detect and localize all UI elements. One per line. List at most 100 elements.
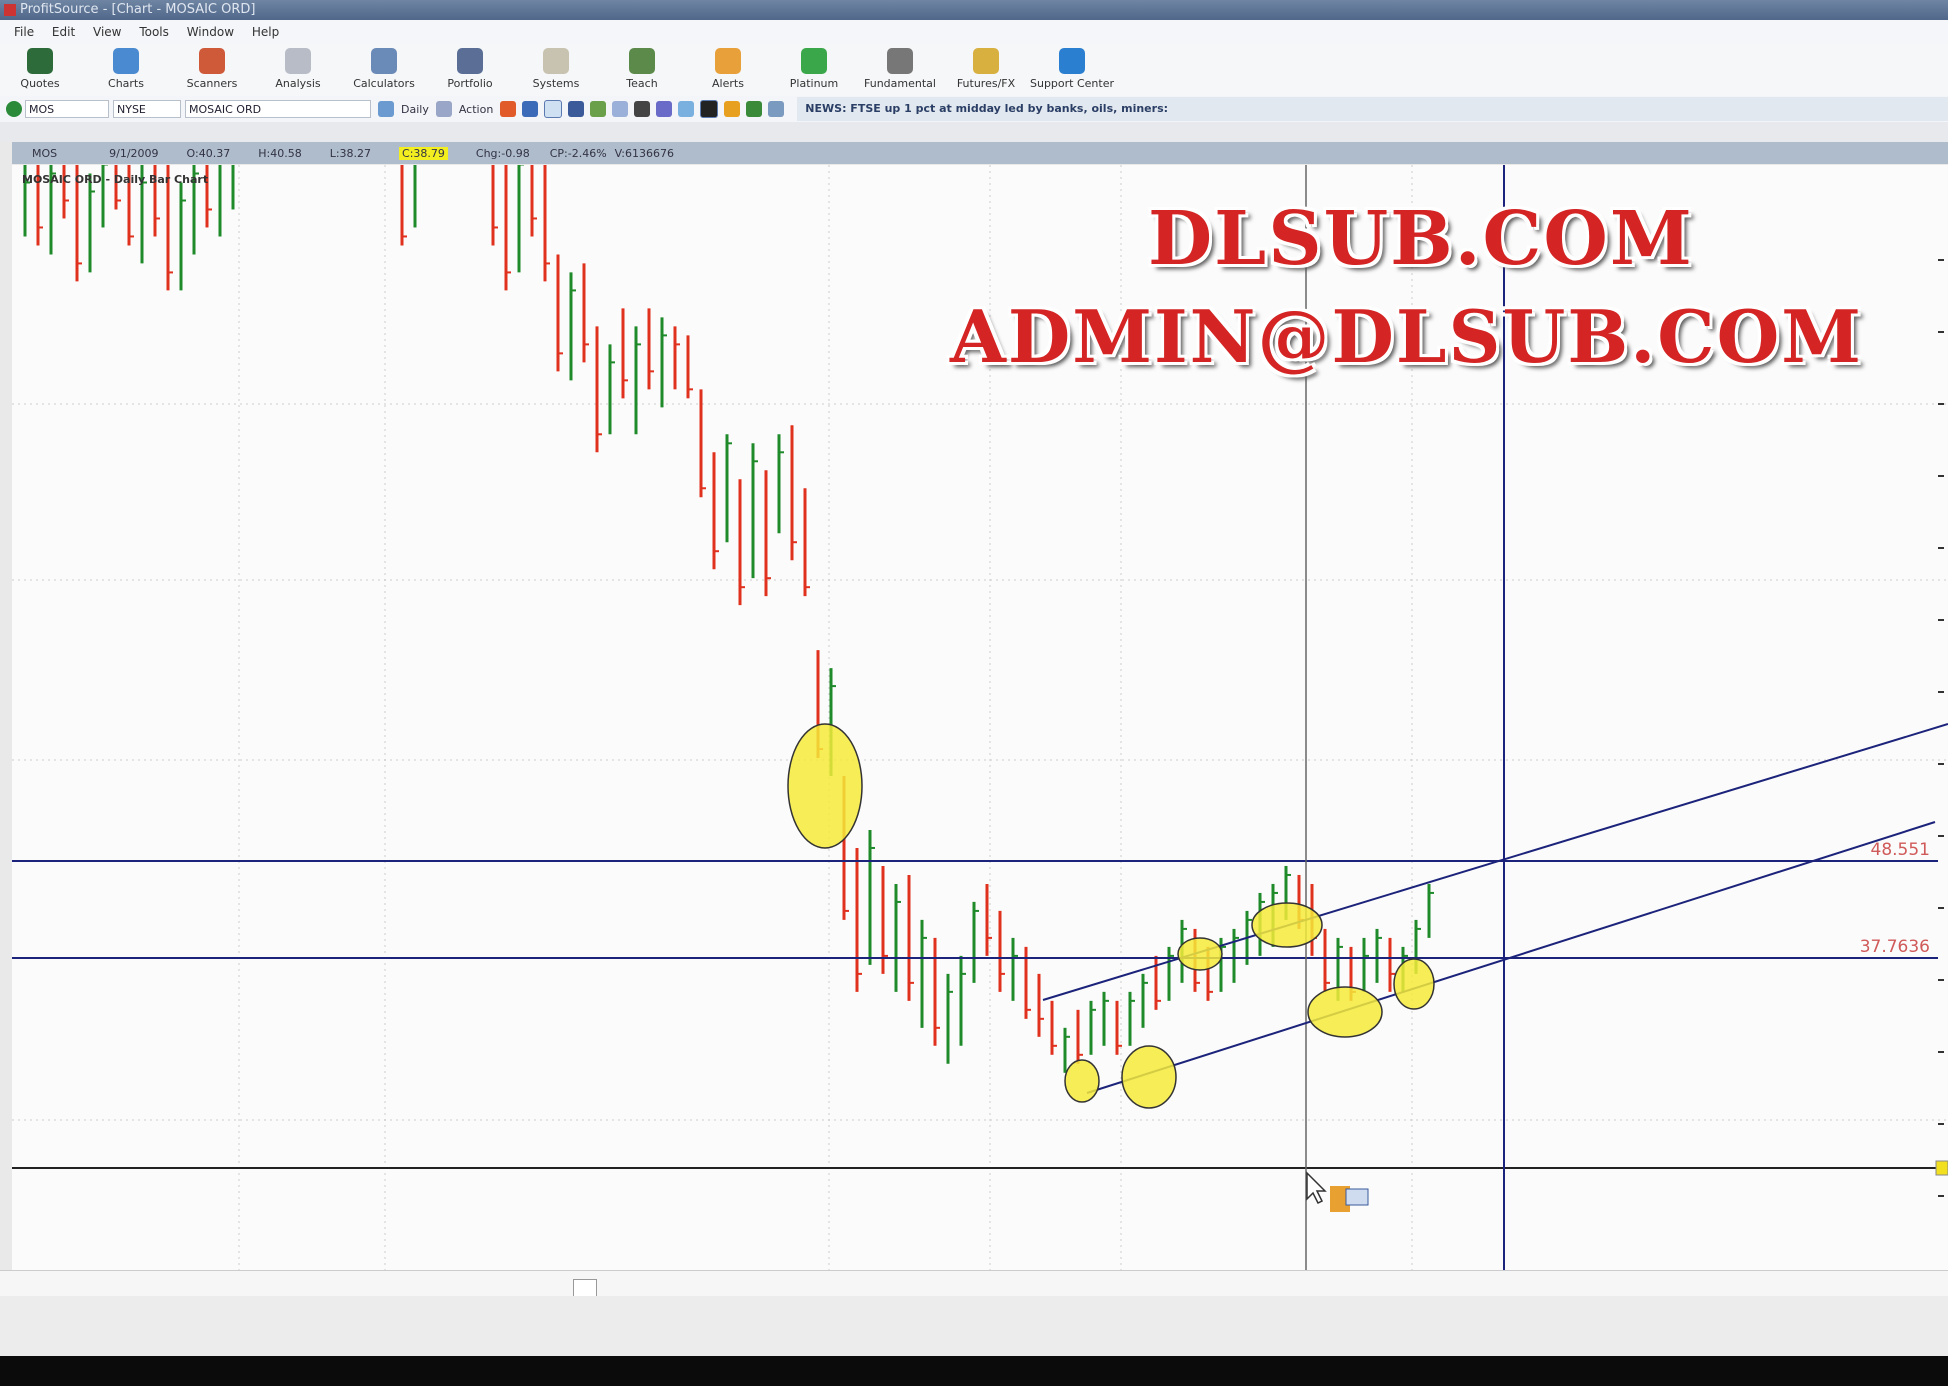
toolbar-portfolio-button[interactable]: Portfolio <box>436 44 504 96</box>
globe-icon[interactable] <box>590 101 607 117</box>
price-bar <box>907 874 914 1001</box>
toolbar-support-center-button[interactable]: Support Center <box>1030 44 1114 96</box>
toolbar-fundamental-button[interactable]: Fundamental <box>864 44 936 96</box>
alerts-icon <box>715 48 741 74</box>
chart-icon[interactable] <box>656 101 673 117</box>
price-bar <box>855 847 862 992</box>
crosshair-icon[interactable] <box>544 100 563 118</box>
menu-file[interactable]: File <box>14 25 35 39</box>
toolbar-label: Analysis <box>275 77 321 90</box>
price-bar <box>803 488 810 597</box>
price-bar <box>621 308 628 399</box>
buy-sell-icon[interactable] <box>746 101 763 117</box>
info-date: 9/1/2009 <box>109 146 159 160</box>
toolbar-label: Quotes <box>20 77 60 90</box>
price-bar <box>1141 973 1148 1028</box>
trend-channel-lower <box>1086 821 1936 1094</box>
toolbar-futures-fx-button[interactable]: Futures/FX <box>952 44 1020 96</box>
menu-view[interactable]: View <box>93 25 122 39</box>
horizontal-scrollbar[interactable] <box>0 1270 1948 1301</box>
platinum-icon <box>801 48 827 74</box>
price-bar <box>1037 973 1044 1037</box>
window-title: ProfitSource - [Chart - MOSAIC ORD] <box>20 2 256 17</box>
price-bar <box>1232 928 1239 983</box>
price-bar <box>569 272 576 381</box>
price-bar <box>231 165 235 210</box>
action-dropdown[interactable]: Action <box>458 102 494 116</box>
price-bar <box>127 165 134 246</box>
period-dropdown[interactable]: Daily <box>401 102 429 116</box>
menu-tools[interactable]: Tools <box>139 25 169 39</box>
symbol-input[interactable]: MOS <box>25 100 109 118</box>
toolbar-label: Scanners <box>186 77 238 90</box>
toolbar-calculators-button[interactable]: Calculators <box>350 44 418 96</box>
toolbar-alerts-button[interactable]: Alerts <box>694 44 762 96</box>
menu-help[interactable]: Help <box>251 25 280 39</box>
status-area <box>0 1296 1948 1356</box>
chart-canvas[interactable]: 48.551 37.7636 <box>12 165 1948 1270</box>
menu-edit[interactable]: Edit <box>51 25 76 39</box>
table-icon[interactable] <box>612 101 629 117</box>
toolbar-quotes-button[interactable]: Quotes <box>6 44 74 96</box>
price-bar <box>491 165 498 246</box>
mouse-cursor-icon <box>1306 1171 1327 1205</box>
toolbar-label: Alerts <box>712 77 744 90</box>
price-bar <box>530 165 537 237</box>
price-bar <box>179 182 186 291</box>
menu-window[interactable]: Window <box>186 25 235 39</box>
security-name-field[interactable]: MOSAIC ORD <box>185 100 371 118</box>
level-label: 48.551 <box>1871 840 1930 860</box>
draw-icon[interactable] <box>700 100 719 118</box>
price-bar <box>62 165 69 219</box>
toolbar-label: Systems <box>532 77 580 90</box>
toolbar-label: Futures/FX <box>956 77 1016 90</box>
lightbulb-icon[interactable] <box>678 101 695 117</box>
save-icon[interactable] <box>522 101 539 117</box>
star-icon[interactable] <box>724 101 741 117</box>
teach-icon <box>629 48 655 74</box>
toolbar-scanners-button[interactable]: Scanners <box>178 44 246 96</box>
price-bar <box>192 165 199 255</box>
toolbar-analysis-button[interactable]: Analysis <box>264 44 332 96</box>
highlight-ellipse <box>1251 902 1323 948</box>
charts-icon <box>113 48 139 74</box>
price-bar <box>556 254 563 372</box>
refresh-icon[interactable] <box>6 101 22 117</box>
price-bar <box>218 165 222 237</box>
price-bar <box>88 173 95 273</box>
price-bar <box>49 165 56 255</box>
price-bar <box>881 865 888 974</box>
highlight-ellipse <box>787 723 863 849</box>
price-bar <box>582 263 589 363</box>
action-icon <box>435 101 452 117</box>
news-ticker[interactable]: NEWS: FTSE up 1 pct at midday led by ban… <box>797 97 1948 121</box>
toolbar-charts-button[interactable]: Charts <box>92 44 160 96</box>
tool-chart-icon <box>1345 1188 1369 1206</box>
price-bar <box>660 317 667 408</box>
price-bar <box>712 452 719 570</box>
tools-icon[interactable] <box>634 101 651 117</box>
price-bar <box>751 443 758 579</box>
toolbar-teach-button[interactable]: Teach <box>608 44 676 96</box>
quotes-icon <box>27 48 53 74</box>
price-bar <box>140 165 147 264</box>
window-icon[interactable] <box>568 101 585 117</box>
highlight-ellipse <box>1177 937 1223 971</box>
price-bar <box>946 973 953 1064</box>
price-bar <box>1050 1000 1057 1055</box>
title-bar: ProfitSource - [Chart - MOSAIC ORD] <box>0 0 1948 20</box>
toolbar-platinum-button[interactable]: Platinum <box>780 44 848 96</box>
arrow-down-icon[interactable] <box>500 101 517 117</box>
price-bar <box>673 326 680 390</box>
price-chart[interactable]: 48.551 37.7636 MOSAIC ORD - Daily Bar Cha… <box>12 165 1948 1270</box>
highlight-ellipse <box>1121 1045 1177 1109</box>
toolbar-systems-button[interactable]: Systems <box>522 44 590 96</box>
price-bar <box>1089 1000 1096 1055</box>
price-bar <box>543 165 550 282</box>
price-bar <box>205 165 212 228</box>
exchange-select[interactable]: NYSE <box>113 100 181 118</box>
price-bar <box>959 955 966 1046</box>
news-icon <box>768 101 785 117</box>
price-bar <box>1115 1000 1122 1055</box>
price-marker <box>1935 1160 1948 1176</box>
